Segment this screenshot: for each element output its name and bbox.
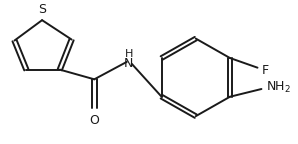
- Text: H: H: [125, 49, 133, 59]
- Text: O: O: [89, 114, 99, 127]
- Text: N: N: [124, 57, 134, 70]
- Text: F: F: [261, 64, 268, 77]
- Text: S: S: [38, 3, 46, 16]
- Text: NH$_2$: NH$_2$: [266, 79, 291, 95]
